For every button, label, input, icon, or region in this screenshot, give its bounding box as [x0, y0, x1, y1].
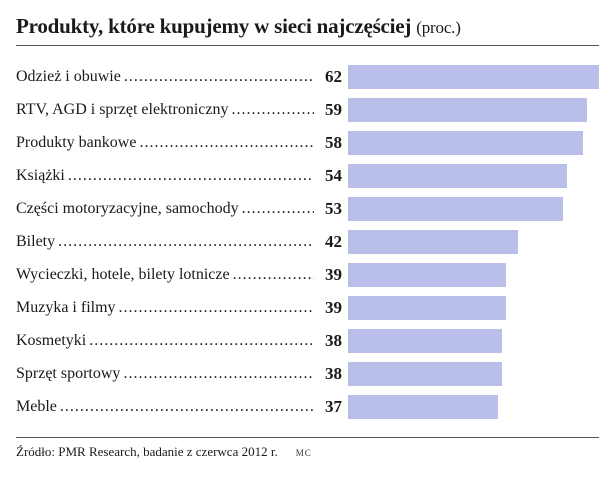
bar-track: [348, 65, 599, 89]
bar-label: Meble: [16, 398, 57, 416]
bar-value: 62: [316, 67, 342, 87]
bar-col: 42: [314, 225, 599, 258]
leader-dots: [230, 266, 314, 284]
bar-label: Książki: [16, 167, 65, 185]
leader-dots: [136, 134, 314, 152]
bar-fill: [348, 197, 563, 221]
bar-track: [348, 131, 599, 155]
bar-label: RTV, AGD i sprzęt elektroniczny: [16, 101, 228, 119]
bar-value: 37: [316, 397, 342, 417]
bar-label: Kosmetyki: [16, 332, 86, 350]
bar-row: Muzyka i filmy 39: [16, 291, 599, 324]
bar-label: Sprzęt sportowy: [16, 365, 120, 383]
source-text: Źródło: PMR Research, badanie z czerwca …: [16, 444, 278, 460]
bar-track: [348, 98, 599, 122]
bar-label: Bilety: [16, 233, 55, 251]
bar-track: [348, 329, 599, 353]
bar-row: Kosmetyki 38: [16, 324, 599, 357]
label-col: Muzyka i filmy: [16, 299, 314, 317]
source-line: Źródło: PMR Research, badanie z czerwca …: [16, 444, 599, 460]
title-unit: (proc.): [416, 18, 460, 37]
bar-fill: [348, 395, 498, 419]
bar-value: 59: [316, 100, 342, 120]
bar-col: 54: [314, 159, 599, 192]
bar-label: Muzyka i filmy: [16, 299, 116, 317]
bar-col: 39: [314, 291, 599, 324]
bar-col: 53: [314, 192, 599, 225]
bar-track: [348, 164, 599, 188]
chart-title: Produkty, które kupujemy w sieci najczęś…: [16, 14, 599, 39]
label-col: Bilety: [16, 233, 314, 251]
label-col: Kosmetyki: [16, 332, 314, 350]
bar-row: Bilety 42: [16, 225, 599, 258]
bar-track: [348, 263, 599, 287]
leader-dots: [120, 365, 314, 383]
bar-track: [348, 395, 599, 419]
leader-dots: [65, 167, 314, 185]
bar-fill: [348, 329, 502, 353]
bar-fill: [348, 131, 583, 155]
title-main: Produkty, które kupujemy w sieci najczęś…: [16, 14, 411, 38]
bar-value: 58: [316, 133, 342, 153]
bar-fill: [348, 362, 502, 386]
bar-fill: [348, 263, 506, 287]
bar-col: 39: [314, 258, 599, 291]
label-col: Odzież i obuwie: [16, 68, 314, 86]
bar-value: 42: [316, 232, 342, 252]
bar-col: 37: [314, 390, 599, 423]
label-col: Książki: [16, 167, 314, 185]
bar-rows: Odzież i obuwie 62 RTV, AGD i sprzęt elekt…: [16, 60, 599, 423]
source-credit: MC: [296, 448, 312, 458]
bar-row: Meble 37: [16, 390, 599, 423]
bar-value: 38: [316, 331, 342, 351]
leader-dots: [239, 200, 314, 218]
leader-dots: [228, 101, 314, 119]
bar-col: 38: [314, 324, 599, 357]
bar-label: Części motoryzacyjne, samochody: [16, 200, 239, 218]
bar-row: Książki 54: [16, 159, 599, 192]
bar-fill: [348, 65, 599, 89]
label-col: Produkty bankowe: [16, 134, 314, 152]
bar-label: Produkty bankowe: [16, 134, 136, 152]
bar-fill: [348, 164, 567, 188]
bar-row: Produkty bankowe 58: [16, 126, 599, 159]
label-col: Części motoryzacyjne, samochody: [16, 200, 314, 218]
bar-track: [348, 230, 599, 254]
bar-col: 59: [314, 93, 599, 126]
bar-value: 38: [316, 364, 342, 384]
bar-label: Wycieczki, hotele, bilety lotnicze: [16, 266, 230, 284]
bar-col: 58: [314, 126, 599, 159]
leader-dots: [116, 299, 314, 317]
bar-col: 62: [314, 60, 599, 93]
bar-track: [348, 296, 599, 320]
bar-value: 53: [316, 199, 342, 219]
leader-dots: [55, 233, 314, 251]
leader-dots: [121, 68, 314, 86]
bar-fill: [348, 296, 506, 320]
bar-fill: [348, 98, 587, 122]
label-col: Sprzęt sportowy: [16, 365, 314, 383]
bar-row: Sprzęt sportowy 38: [16, 357, 599, 390]
bar-row: Części motoryzacyjne, samochody 53: [16, 192, 599, 225]
bar-value: 54: [316, 166, 342, 186]
label-col: Wycieczki, hotele, bilety lotnicze: [16, 266, 314, 284]
label-col: RTV, AGD i sprzęt elektroniczny: [16, 101, 314, 119]
bar-track: [348, 197, 599, 221]
bar-col: 38: [314, 357, 599, 390]
bar-track: [348, 362, 599, 386]
top-rule: [16, 45, 599, 46]
label-col: Meble: [16, 398, 314, 416]
bar-label: Odzież i obuwie: [16, 68, 121, 86]
bar-row: RTV, AGD i sprzęt elektroniczny 59: [16, 93, 599, 126]
bar-row: Wycieczki, hotele, bilety lotnicze 39: [16, 258, 599, 291]
leader-dots: [86, 332, 314, 350]
bar-fill: [348, 230, 518, 254]
bottom-rule: [16, 437, 599, 438]
leader-dots: [57, 398, 314, 416]
bar-row: Odzież i obuwie 62: [16, 60, 599, 93]
bar-value: 39: [316, 265, 342, 285]
bar-value: 39: [316, 298, 342, 318]
